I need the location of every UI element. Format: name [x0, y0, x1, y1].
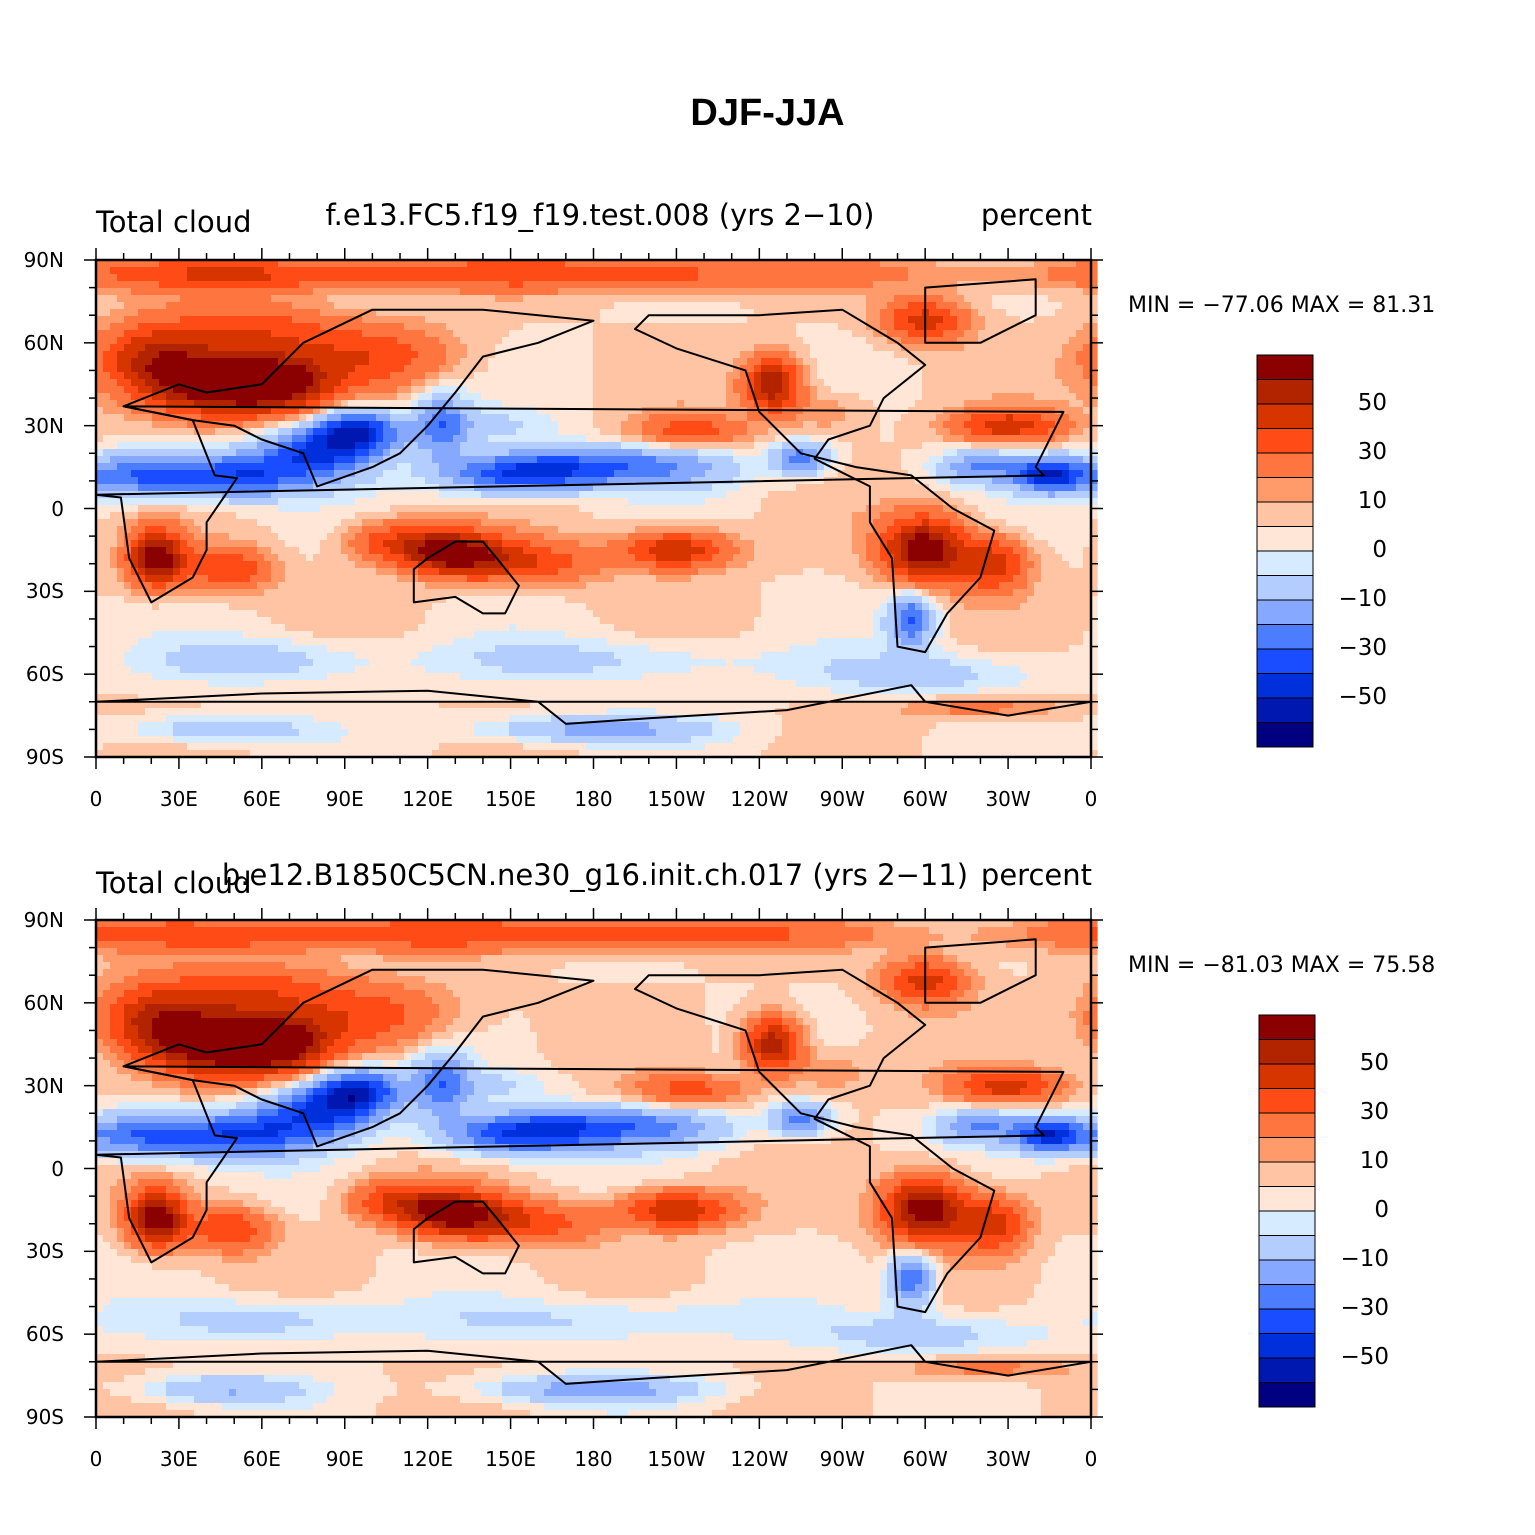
panel-1-min-max: MIN = −77.06 MAX = 81.31 [1128, 293, 1435, 318]
lat-tick-label: 60S [4, 662, 64, 686]
lon-tick-label: 60E [222, 787, 302, 811]
lat-tick-label: 60N [4, 991, 64, 1015]
lon-tick-label: 60W [885, 1447, 965, 1471]
lon-tick-label: 180 [554, 1447, 634, 1471]
colorbar-label: 10 [1319, 1148, 1389, 1174]
lon-tick-label: 90W [802, 787, 882, 811]
colorbar-label: 30 [1319, 1099, 1389, 1125]
panel-1-center-title: f.e13.FC5.f19_f19.test.008 (yrs 2−10) [260, 198, 940, 232]
lat-tick-label: 90N [4, 248, 64, 272]
lat-tick-label: 90S [4, 745, 64, 769]
lon-tick-label: 60E [222, 1447, 302, 1471]
colorbar-label: 0 [1319, 1197, 1389, 1223]
colorbar-label: 0 [1317, 537, 1387, 563]
lon-tick-label: 180 [554, 787, 634, 811]
lon-tick-label: 30E [139, 787, 219, 811]
colorbar-label: −30 [1319, 1295, 1389, 1321]
lon-tick-label: 150E [471, 1447, 551, 1471]
panel-2-colorbar [1258, 1014, 1316, 1408]
colorbar-label: −50 [1317, 684, 1387, 710]
panel-1-map [84, 248, 1103, 769]
lon-tick-label: 120E [388, 1447, 468, 1471]
colorbar-label: −10 [1319, 1246, 1389, 1272]
main-title: DJF-JJA [0, 92, 1535, 135]
colorbar-label: −10 [1317, 586, 1387, 612]
colorbar-label: −50 [1319, 1344, 1389, 1370]
colorbar-label: 30 [1317, 439, 1387, 465]
lon-tick-label: 0 [56, 1447, 136, 1471]
lat-tick-label: 60N [4, 331, 64, 355]
lon-tick-label: 150E [471, 787, 551, 811]
lon-tick-label: 30E [139, 1447, 219, 1471]
colorbar-label: 50 [1317, 390, 1387, 416]
panel-1-left-title: Total cloud [96, 205, 251, 239]
panel-2-right-title: percent [930, 858, 1092, 892]
panel-2-center-title: b.e12.B1850C5CN.ne30_g16.init.ch.017 (yr… [150, 858, 1040, 892]
panel-1-right-title: percent [930, 198, 1092, 232]
lat-tick-label: 90S [4, 1405, 64, 1429]
lon-tick-label: 30W [968, 787, 1048, 811]
panel-2-min-max: MIN = −81.03 MAX = 75.58 [1128, 953, 1435, 978]
colorbar-label: −30 [1317, 635, 1387, 661]
lon-tick-label: 150W [636, 787, 716, 811]
lon-tick-label: 120E [388, 787, 468, 811]
lat-tick-label: 60S [4, 1322, 64, 1346]
lat-tick-label: 90N [4, 908, 64, 932]
panel-1-colorbar [1256, 354, 1314, 748]
panel-2-left-title: Total cloud [96, 866, 251, 900]
lon-tick-label: 90W [802, 1447, 882, 1471]
colorbar-label: 10 [1317, 488, 1387, 514]
lon-tick-label: 120W [719, 787, 799, 811]
lat-tick-label: 0 [4, 1157, 64, 1181]
lon-tick-label: 30W [968, 1447, 1048, 1471]
lat-tick-label: 0 [4, 497, 64, 521]
lon-tick-label: 0 [1051, 787, 1131, 811]
lon-tick-label: 0 [1051, 1447, 1131, 1471]
lat-tick-label: 30S [4, 1239, 64, 1263]
lat-tick-label: 30S [4, 579, 64, 603]
lon-tick-label: 90E [305, 787, 385, 811]
lon-tick-label: 0 [56, 787, 136, 811]
lon-tick-label: 90E [305, 1447, 385, 1471]
lon-tick-label: 120W [719, 1447, 799, 1471]
colorbar-label: 50 [1319, 1050, 1389, 1076]
lat-tick-label: 30N [4, 414, 64, 438]
panel-2-map [84, 908, 1103, 1429]
lat-tick-label: 30N [4, 1074, 64, 1098]
lon-tick-label: 60W [885, 787, 965, 811]
lon-tick-label: 150W [636, 1447, 716, 1471]
